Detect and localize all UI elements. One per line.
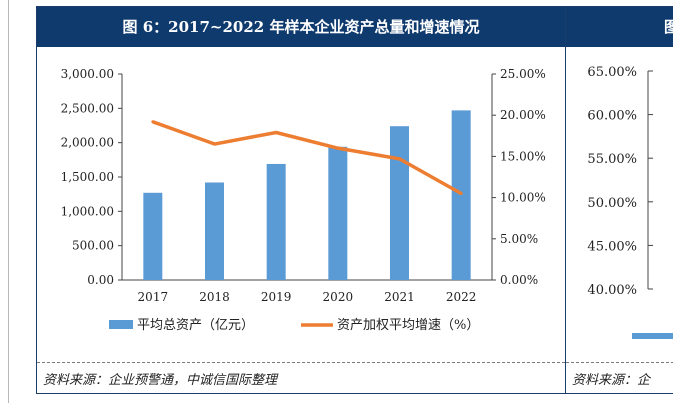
x-tick-label: 2017	[138, 290, 169, 304]
left-tick-label: 2,000.00	[61, 136, 114, 150]
bar	[143, 192, 163, 280]
left-tick-label: 0.00	[87, 273, 114, 287]
right-tick-label: 20.00%	[500, 108, 546, 122]
second-source-note: 资料来源：企	[566, 362, 673, 393]
line-point	[274, 131, 278, 135]
right-tick-label: 10.00%	[500, 191, 546, 205]
second-chart-title-text: 图	[664, 18, 673, 36]
left-tick-label: 3,000.00	[61, 67, 114, 81]
second-chart-title: 图	[566, 7, 673, 47]
second-tick-label: 50.00%	[587, 196, 637, 211]
second-source-text: 资料来源：企	[572, 373, 651, 388]
second-chart-panel: 图 65.00% 60.00% 55.00% 50.00% 45.00% 40.00% 资…	[565, 6, 673, 394]
source-note: 资料来源：企业预警通，中诚信国际整理	[37, 362, 565, 393]
right-tick-label: 5.00%	[500, 232, 538, 246]
legend-bar-swatch	[109, 320, 133, 329]
right-tick-label: 25.00%	[500, 67, 546, 81]
legend-line-label: 资产加权平均增速（%）	[337, 317, 479, 333]
legend-bar-label: 平均总资产（亿元）	[137, 318, 254, 333]
x-tick-label: 2018	[199, 290, 230, 304]
chart-canvas: 3,000.00 2,500.00 2,000.00 1,500.00 1,000.00…	[61, 67, 546, 333]
second-chart-canvas: 65.00% 60.00% 55.00% 50.00% 45.00% 40.00%	[587, 65, 673, 339]
second-legend-swatch	[632, 333, 673, 339]
bar	[390, 126, 409, 280]
bar	[205, 182, 224, 280]
x-tick-label: 2021	[384, 290, 415, 304]
second-tick-label: 45.00%	[587, 239, 637, 254]
second-tick-label: 55.00%	[587, 152, 637, 167]
growth-line	[152, 120, 463, 196]
left-tick-label: 1,500.00	[61, 170, 114, 184]
chart-title: 图 6：2017~2022 年样本企业资产总量和增速情况	[37, 7, 565, 47]
source-text: 资料来源：企业预警通，中诚信国际整理	[43, 373, 278, 388]
page-divider	[8, 0, 9, 403]
bar	[451, 110, 471, 280]
second-tick-label: 40.00%	[587, 283, 637, 298]
chart-panel: 图 6：2017~2022 年样本企业资产总量和增速情况 3,000.00 2,5…	[36, 6, 566, 394]
line-point	[151, 120, 155, 124]
right-tick-label: 15.00%	[500, 149, 546, 163]
line-point	[336, 146, 340, 150]
left-tick-label: 1,000.00	[61, 204, 114, 218]
right-tick-label: 0.00%	[500, 273, 538, 287]
x-tick-label: 2020	[323, 290, 354, 304]
x-tick-label: 2022	[446, 290, 477, 304]
second-tick-label: 65.00%	[587, 65, 637, 80]
line-point	[459, 191, 463, 195]
bar	[266, 163, 286, 280]
line-point	[398, 157, 401, 161]
left-tick-label: 500.00	[72, 239, 114, 253]
line-point	[213, 142, 216, 146]
bar	[328, 146, 348, 280]
second-tick-label: 60.00%	[587, 109, 637, 124]
left-tick-label: 2,500.00	[61, 101, 114, 115]
x-tick-label: 2019	[261, 290, 292, 304]
